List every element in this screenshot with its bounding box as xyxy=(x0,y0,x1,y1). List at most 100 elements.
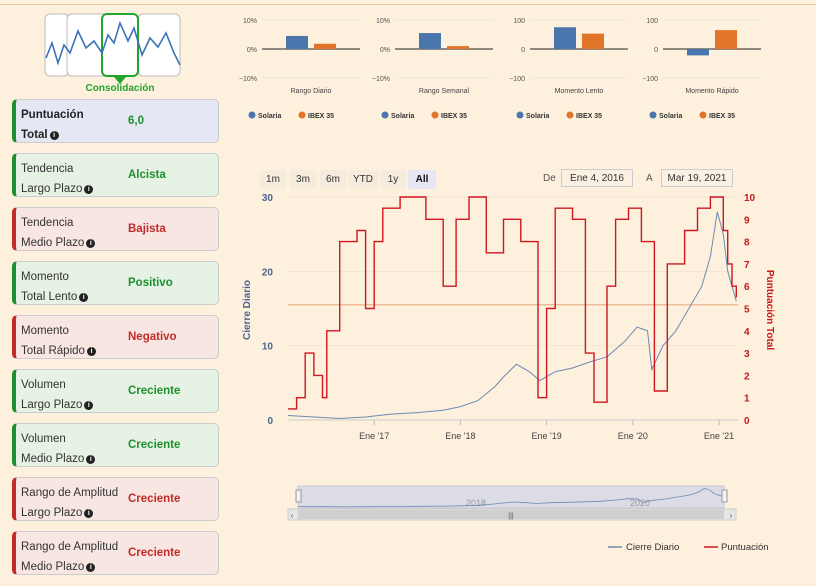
consolidation-logo xyxy=(44,13,181,84)
card-label-line2: Total Lento xyxy=(21,291,78,303)
x-tick-label: Ene '17 xyxy=(359,431,389,441)
y2-tick-label: 0 xyxy=(744,416,750,427)
y2-tick-label: 10 xyxy=(744,193,756,204)
mini-chart: 100 0 −100 Momento Rápido Solaria IBEX 35 xyxy=(642,18,761,120)
info-icon[interactable]: i xyxy=(49,131,59,140)
card-label-line1: Volumen xyxy=(21,379,66,391)
mini-chart-title: Rango Diario xyxy=(291,88,332,95)
from-date-input[interactable]: Ene 4, 2016 xyxy=(561,169,633,187)
y2-tick-label: 8 xyxy=(744,238,750,249)
bar xyxy=(286,35,308,49)
y-tick-label: 100 xyxy=(646,18,658,25)
navigator-handle-right xyxy=(721,489,728,503)
y-tick-label: 100 xyxy=(513,18,525,25)
indicator-card[interactable]: Tendencia Medio Plazo i Bajista xyxy=(12,207,219,251)
indicator-card[interactable]: Rango de Amplitud Largo Plazo i Creciente xyxy=(12,477,219,521)
header-bar xyxy=(0,0,816,5)
y2-tick-label: 2 xyxy=(744,371,750,382)
card-label: Rango de Amplitud Largo Plazo i xyxy=(21,483,118,523)
indicator-card[interactable]: Rango de Amplitud Medio Plazo i Creciente xyxy=(12,531,219,575)
info-icon[interactable]: i xyxy=(86,239,96,248)
y-tick-label: −100 xyxy=(509,76,525,83)
card-label: Puntuación Total i xyxy=(21,105,84,145)
indicator-card[interactable]: Tendencia Largo Plazo i Alcista xyxy=(12,153,219,197)
scrollbar-thumb xyxy=(298,510,724,519)
indicator-card[interactable]: Volumen Largo Plazo i Creciente xyxy=(12,369,219,413)
legend-label: Solaria xyxy=(258,113,281,120)
legend-marker xyxy=(649,111,657,119)
to-label: A xyxy=(646,173,653,184)
info-icon[interactable]: i xyxy=(79,293,89,302)
mini-chart-title: Momento Lento xyxy=(555,88,604,95)
y-tick-label: 0 xyxy=(521,47,525,54)
legend-marker xyxy=(431,111,439,119)
card-value: Bajista xyxy=(128,223,166,235)
navigator-year-label: 2020 xyxy=(630,498,650,508)
navigator-year-label: 2018 xyxy=(466,498,486,508)
x-tick-label: Ene '20 xyxy=(618,431,648,441)
y2-tick-label: 3 xyxy=(744,349,750,360)
card-label-line2: Medio Plazo xyxy=(21,237,85,249)
legend-label: IBEX 35 xyxy=(308,113,334,120)
y2-axis-title: Puntuación Total xyxy=(764,270,775,351)
y-tick-label: 0% xyxy=(247,47,257,54)
card-label: Momento Total Rápido i xyxy=(21,321,96,361)
indicator-card[interactable]: Momento Total Rápido i Negativo xyxy=(12,315,219,359)
range-button[interactable]: 1y xyxy=(380,170,406,189)
legend-label: IBEX 35 xyxy=(709,113,735,120)
legend-label: IBEX 35 xyxy=(576,113,602,120)
mini-charts: 10% 0% −10% Rango Diario Solaria IBEX 35 10% 0%… xyxy=(239,18,761,120)
y-tick-label: 0 xyxy=(267,416,273,427)
legend-label: Solaria xyxy=(391,113,414,120)
indicator-card[interactable]: Puntuación Total i 6,0 xyxy=(12,99,219,143)
bar xyxy=(447,46,469,49)
card-label-line2: Medio Plazo xyxy=(21,453,85,465)
y-tick-label: 0% xyxy=(380,47,390,54)
indicator-card[interactable]: Volumen Medio Plazo i Creciente xyxy=(12,423,219,467)
info-icon[interactable]: i xyxy=(84,509,94,518)
card-label: Momento Total Lento i xyxy=(21,267,89,307)
info-icon[interactable]: i xyxy=(86,455,96,464)
range-button[interactable]: 6m xyxy=(320,170,346,189)
card-label-line2: Total Rápido xyxy=(21,345,85,357)
to-date-input[interactable]: Mar 19, 2021 xyxy=(661,169,733,187)
info-icon[interactable]: i xyxy=(86,347,96,356)
card-label: Volumen Medio Plazo i xyxy=(21,429,96,469)
y-tick-label: 0 xyxy=(654,47,658,54)
card-label-line1: Tendencia xyxy=(21,217,74,229)
y2-tick-label: 9 xyxy=(744,215,750,226)
card-label-line1: Momento xyxy=(21,271,69,283)
card-label-line1: Rango de Amplitud xyxy=(21,487,119,499)
card-value: Creciente xyxy=(128,439,181,451)
bar xyxy=(582,33,604,49)
legend-marker xyxy=(516,111,524,119)
legend-marker xyxy=(248,111,256,119)
card-value: Creciente xyxy=(128,385,181,397)
y2-tick-label: 1 xyxy=(744,394,750,405)
bar xyxy=(715,30,737,49)
card-value: Alcista xyxy=(128,169,166,181)
x-tick-label: Ene '19 xyxy=(531,431,561,441)
range-button[interactable]: All xyxy=(408,170,436,189)
navigator-series-line xyxy=(297,487,723,508)
card-value: Negativo xyxy=(128,331,177,343)
y-tick-label: 20 xyxy=(262,267,274,278)
y-tick-label: −10% xyxy=(372,76,390,83)
info-icon[interactable]: i xyxy=(86,563,96,572)
y-tick-label: 10% xyxy=(376,18,390,25)
scroll-right-icon: › xyxy=(730,511,733,520)
range-button[interactable]: 3m xyxy=(290,170,316,189)
range-button[interactable]: YTD xyxy=(348,170,378,189)
info-icon[interactable]: i xyxy=(84,185,94,194)
logo-label: Consolidación xyxy=(85,83,155,94)
indicator-card[interactable]: Momento Total Lento i Positivo xyxy=(12,261,219,305)
y2-tick-label: 6 xyxy=(744,282,750,293)
card-value: Creciente xyxy=(128,493,181,505)
scroll-grip-icon: ||| xyxy=(508,513,514,520)
info-icon[interactable]: i xyxy=(84,401,94,410)
range-button[interactable]: 1m xyxy=(260,170,286,189)
y-tick-label: −10% xyxy=(239,76,257,83)
mini-chart: 10% 0% −10% Rango Semanal Solaria IBEX 35 xyxy=(372,18,493,120)
card-label-line2: Largo Plazo xyxy=(21,399,83,411)
legend-label: Solaria xyxy=(526,113,549,120)
